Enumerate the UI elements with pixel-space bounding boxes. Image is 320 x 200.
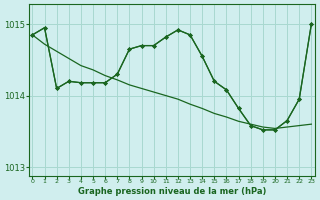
X-axis label: Graphe pression niveau de la mer (hPa): Graphe pression niveau de la mer (hPa) bbox=[78, 187, 266, 196]
